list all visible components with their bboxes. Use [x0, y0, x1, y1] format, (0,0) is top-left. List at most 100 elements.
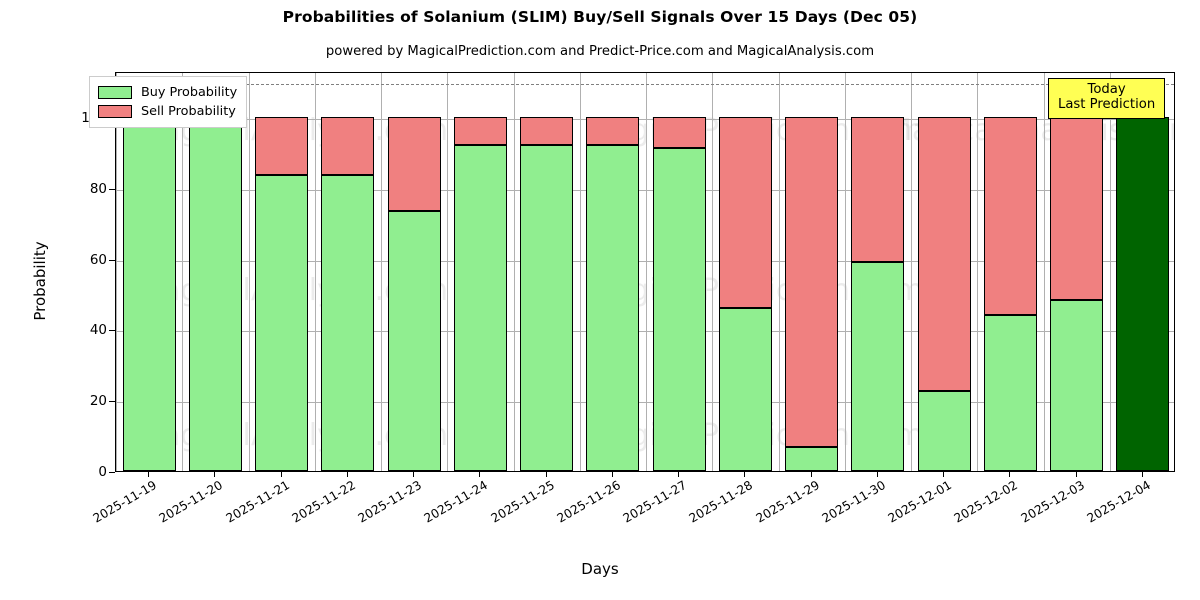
bar-group[interactable]: [983, 73, 1037, 471]
gridline-vertical: [778, 73, 780, 471]
bar-segment-sell[interactable]: [586, 117, 640, 145]
bar-segment-sell[interactable]: [917, 117, 971, 392]
x-axis-tick-label: 2025-11-22: [289, 478, 358, 526]
legend-item-sell: Sell Probability: [98, 102, 237, 121]
gridline-horizontal: [116, 119, 1174, 121]
bar-segment-buy[interactable]: [785, 446, 839, 471]
bar-segment-sell[interactable]: [851, 117, 905, 263]
bar-group[interactable]: [1116, 73, 1170, 471]
x-axis-tick-label: 2025-11-26: [554, 478, 623, 526]
gridline-vertical: [911, 73, 912, 471]
today-annotation: Today Last Prediction: [1048, 78, 1166, 119]
bar-group[interactable]: [652, 73, 706, 471]
threshold-dashed-line: [116, 83, 1174, 85]
bar-segment-sell[interactable]: [520, 117, 574, 145]
bar-segment-buy[interactable]: [520, 144, 574, 471]
bar-segment-today[interactable]: [1116, 117, 1170, 471]
bar-segment-sell[interactable]: [983, 117, 1037, 316]
bar-segment-buy[interactable]: [983, 315, 1037, 471]
y-axis-tick-mark: [109, 188, 115, 190]
gridline-vertical: [182, 73, 184, 471]
bar-segment-sell[interactable]: [785, 117, 839, 447]
bar-segment-buy[interactable]: [188, 117, 242, 471]
bar-segment-buy[interactable]: [718, 308, 772, 471]
bar-group[interactable]: [188, 73, 242, 471]
x-axis-tick-mark: [280, 472, 282, 477]
bar-group[interactable]: [453, 73, 507, 471]
x-axis-tick-mark: [611, 472, 613, 477]
bar-group[interactable]: [1050, 73, 1104, 471]
gridline-vertical: [513, 73, 515, 471]
bar-group[interactable]: [520, 73, 574, 471]
bar-segment-buy[interactable]: [255, 174, 309, 471]
bar-group[interactable]: [718, 73, 772, 471]
y-axis-tick-mark: [109, 259, 115, 261]
bar-group[interactable]: [851, 73, 905, 471]
gridline-vertical: [116, 73, 117, 471]
y-axis-tick-label: 60: [89, 251, 107, 268]
bar-segment-sell[interactable]: [1050, 117, 1104, 300]
x-axis-tick-label: 2025-12-01: [885, 478, 955, 526]
gridline-horizontal: [116, 189, 1174, 191]
legend-swatch-buy-icon: [98, 86, 132, 99]
bar-group[interactable]: [917, 73, 971, 471]
bar-group[interactable]: [122, 73, 176, 471]
bar-group[interactable]: [321, 73, 375, 471]
gridline-vertical: [1043, 73, 1045, 471]
x-axis-tick-label: 2025-11-28: [687, 478, 756, 526]
y-axis-tick-mark: [109, 330, 115, 332]
bar-segment-buy[interactable]: [1050, 299, 1104, 471]
bar-group[interactable]: [785, 73, 839, 471]
bar-series-layer: [116, 73, 1174, 471]
bar-segment-buy[interactable]: [851, 262, 905, 471]
x-axis-tick-label: 2025-12-04: [1084, 478, 1153, 526]
gridline-vertical: [381, 73, 382, 471]
gridline-horizontal: [116, 260, 1174, 262]
gridline-vertical: [712, 73, 714, 471]
gridline-vertical: [977, 73, 979, 471]
gridline-vertical: [844, 73, 846, 471]
bar-segment-buy[interactable]: [917, 391, 971, 471]
x-axis-tick-mark: [545, 472, 547, 477]
bar-segment-sell[interactable]: [321, 117, 375, 175]
bar-segment-sell[interactable]: [718, 117, 772, 309]
bar-segment-sell[interactable]: [255, 117, 309, 175]
x-axis-tick-label: 2025-11-30: [819, 478, 888, 526]
bar-segment-buy[interactable]: [586, 144, 640, 471]
bar-segment-buy[interactable]: [387, 211, 441, 471]
x-axis-tick-label: 2025-11-20: [157, 478, 226, 526]
today-annotation-line1: Today: [1087, 82, 1126, 97]
bar-segment-sell[interactable]: [453, 117, 507, 145]
x-axis-tick-label: 2025-11-29: [753, 478, 822, 526]
bar-group[interactable]: [586, 73, 640, 471]
x-axis-tick-mark: [214, 472, 216, 477]
x-axis-tick-mark: [479, 472, 481, 477]
y-axis-tick-mark: [109, 472, 115, 473]
bar-group[interactable]: [387, 73, 441, 471]
gridline-horizontal: [116, 402, 1174, 404]
chart-subtitle: powered by MagicalPrediction.com and Pre…: [325, 44, 875, 59]
legend-swatch-sell-icon: [98, 105, 132, 118]
bar-segment-buy[interactable]: [321, 174, 375, 471]
bar-segment-buy[interactable]: [122, 117, 176, 471]
x-axis-tick-mark: [943, 472, 945, 477]
chart-legend: Buy Probability Sell Probability: [89, 76, 248, 128]
bar-segment-buy[interactable]: [453, 144, 507, 471]
bar-segment-sell[interactable]: [652, 117, 706, 149]
y-axis-tick-mark: [109, 401, 115, 403]
bar-segment-sell[interactable]: [387, 117, 441, 212]
legend-label-buy: Buy Probability: [141, 85, 238, 100]
x-axis-label: Days: [581, 560, 619, 578]
legend-label-sell: Sell Probability: [141, 104, 236, 119]
today-annotation-line2: Last Prediction: [1058, 97, 1156, 113]
x-axis-tick-mark: [678, 472, 680, 477]
gridline-vertical: [447, 73, 449, 471]
x-axis-tick-label: 2025-11-23: [355, 478, 425, 526]
bar-group[interactable]: [255, 73, 309, 471]
gridline-vertical: [314, 73, 316, 471]
bar-segment-buy[interactable]: [652, 148, 706, 471]
x-axis-tick-mark: [744, 472, 746, 477]
gridline-vertical: [579, 73, 581, 471]
legend-item-buy: Buy Probability: [98, 83, 237, 102]
